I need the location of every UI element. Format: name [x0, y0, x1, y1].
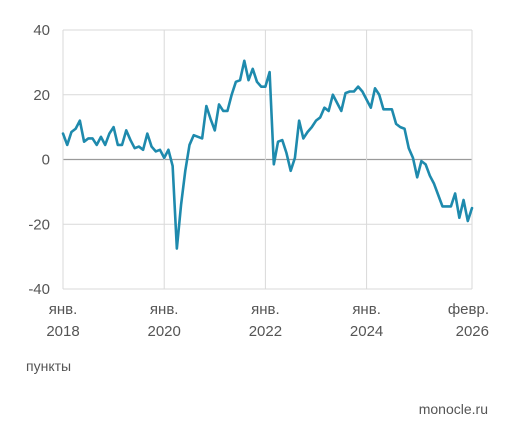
source-label: monocle.ru: [418, 401, 488, 417]
y-tick-label: 0: [42, 152, 50, 169]
x-tick-year-label: 2026: [456, 323, 489, 340]
x-axis-ticks: янв. 2018 янв. 2020 янв. 2022 янв. 2024 февр. 202…: [46, 301, 489, 340]
x-tick-month-label: янв.: [251, 301, 280, 318]
y-tick-label: -20: [28, 216, 50, 233]
y-tick-label: -40: [28, 281, 50, 298]
x-tick-year-label: 2022: [249, 323, 282, 340]
x-tick-year-label: 2020: [148, 323, 181, 340]
x-tick-year-label: 2018: [46, 323, 79, 340]
y-axis-label: пункты: [26, 358, 72, 374]
series-line: [61, 59, 474, 250]
x-tick-month-label: янв.: [352, 301, 381, 318]
chart-grid: [62, 29, 473, 290]
y-tick-label: 40: [33, 22, 50, 39]
chart-series: [61, 59, 474, 250]
x-tick-month-label: янв.: [49, 301, 78, 318]
x-tick-month-label: янв.: [150, 301, 179, 318]
x-tick-month-label: февр.: [448, 301, 489, 318]
x-tick-year-label: 2024: [350, 323, 383, 340]
y-axis-ticks: 40 20 0 -20 -40: [28, 22, 50, 298]
y-tick-label: 20: [33, 87, 50, 104]
